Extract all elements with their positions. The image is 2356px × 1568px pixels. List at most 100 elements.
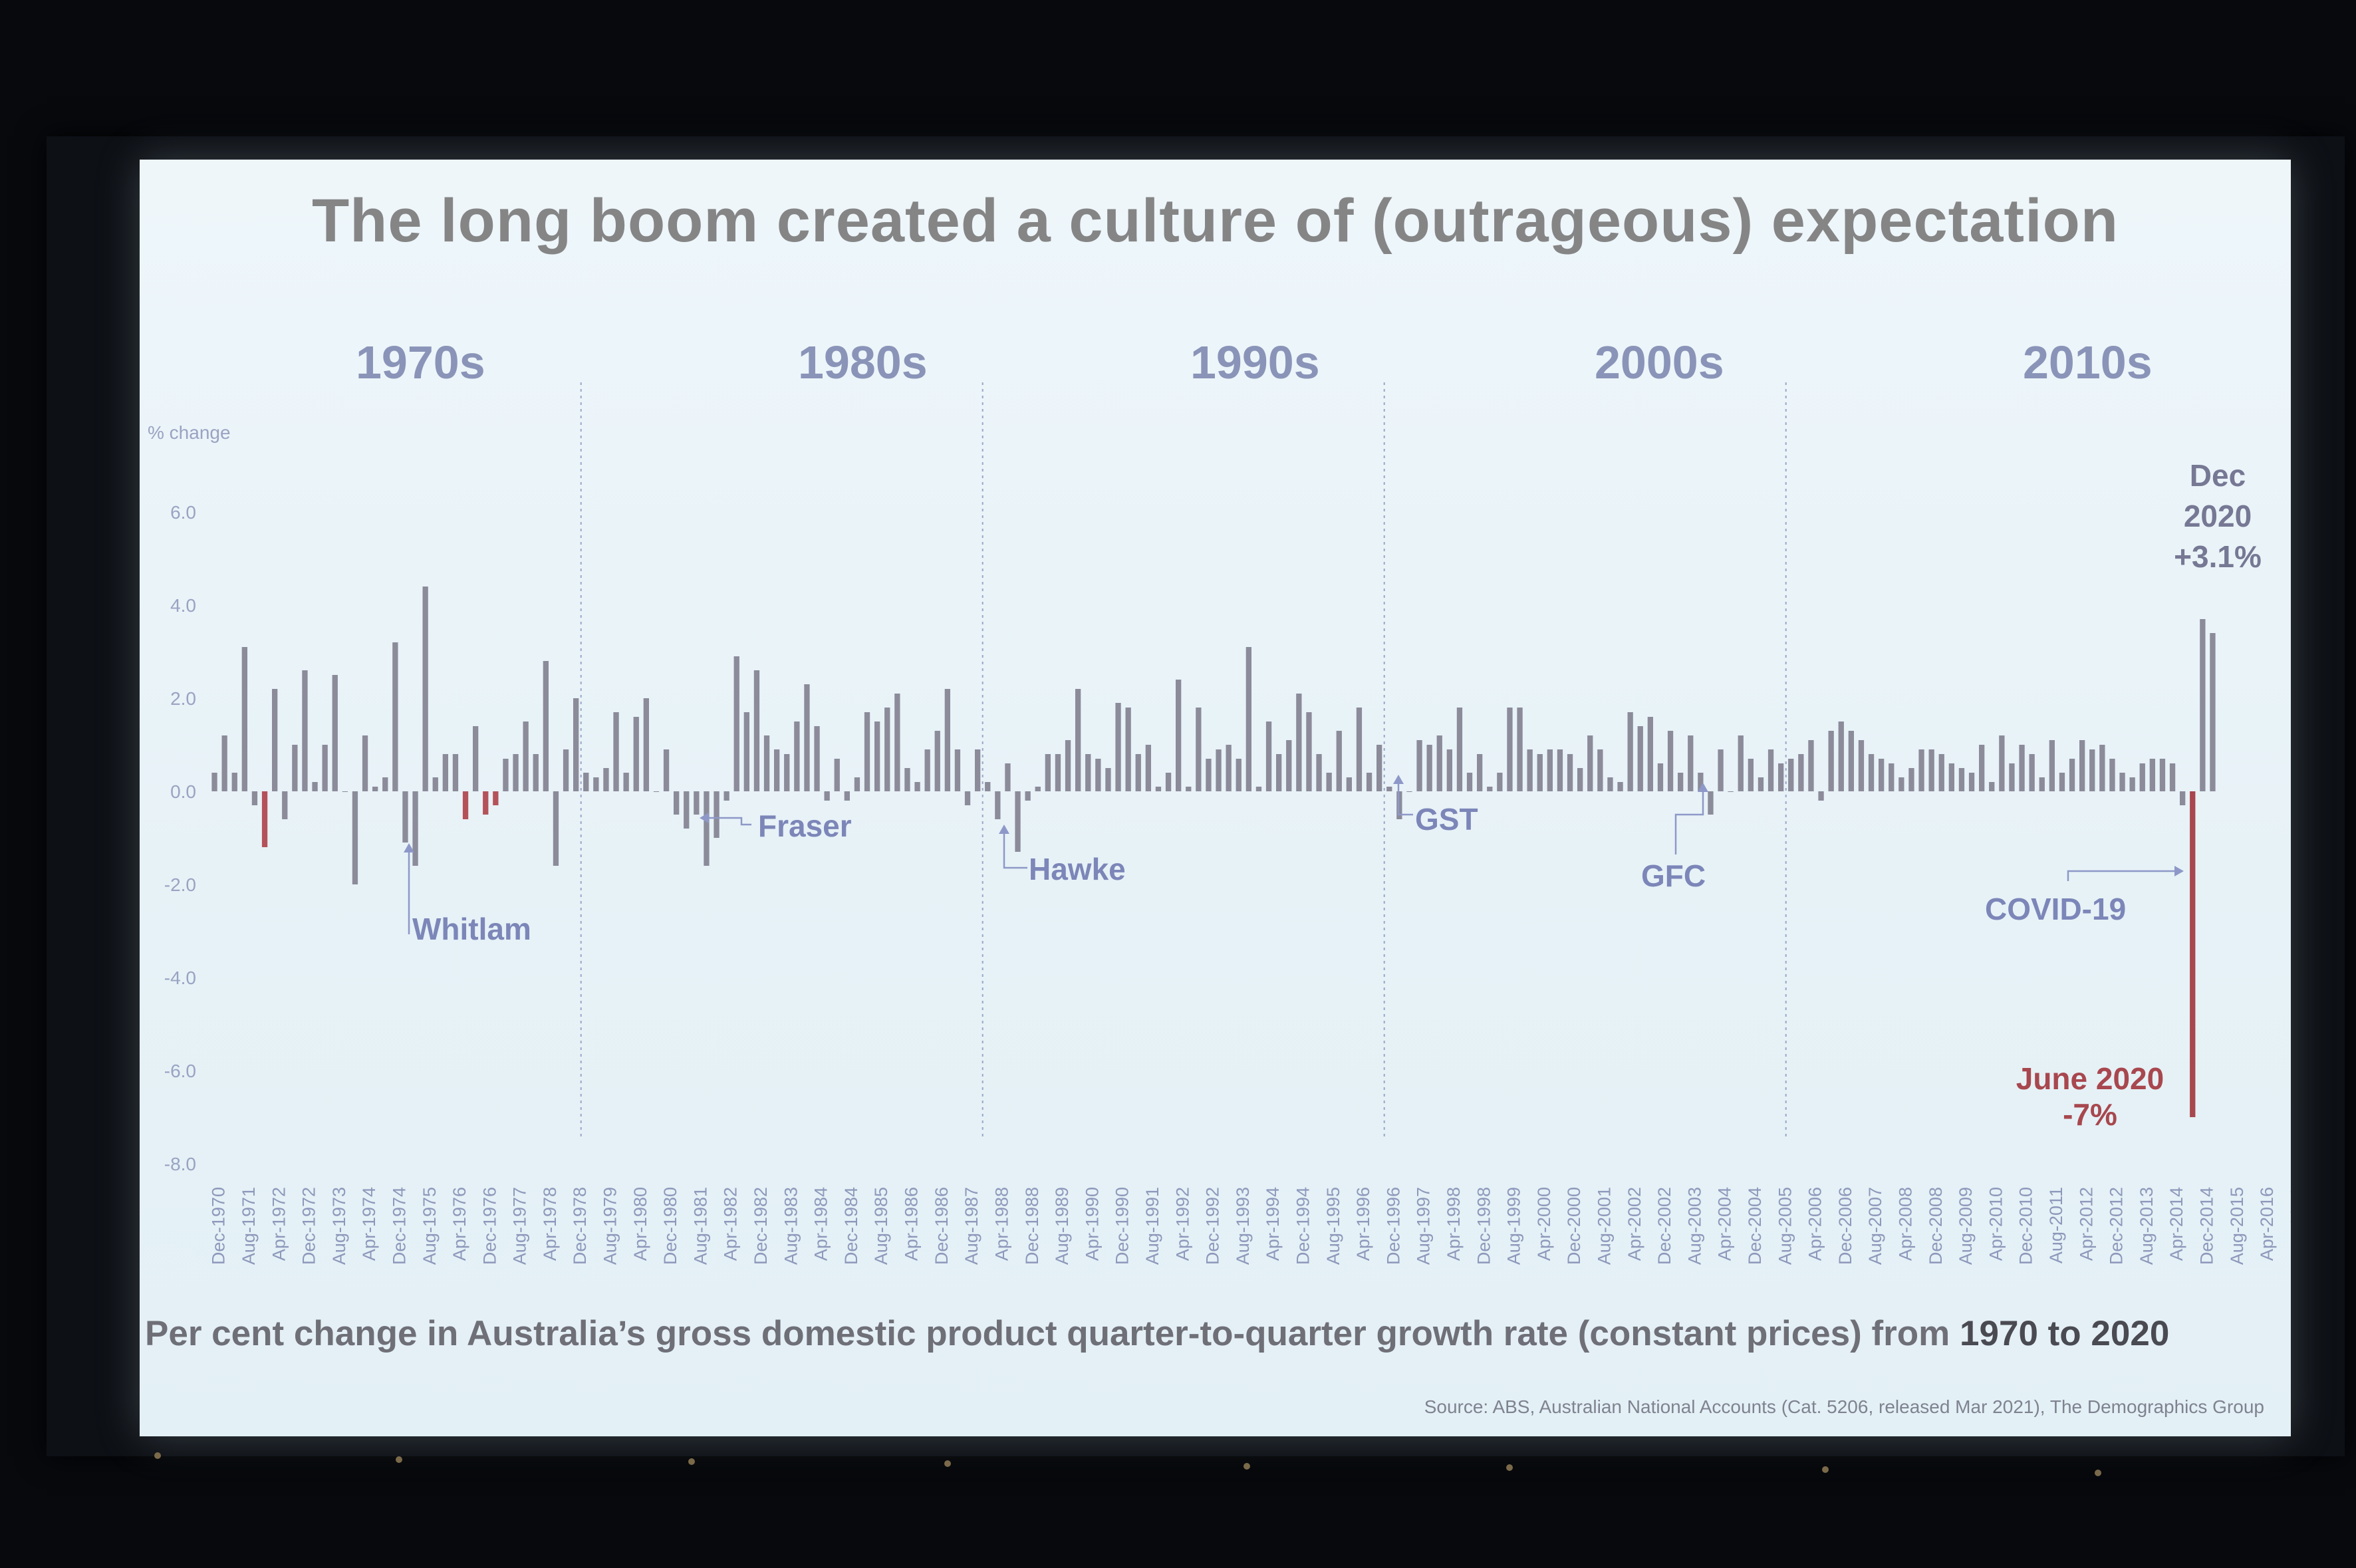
pointer-gfc-arrowhead <box>1698 783 1708 792</box>
pointer-gst <box>1397 781 1413 816</box>
bar-quarter-84 <box>1055 754 1061 791</box>
bar-quarter-127 <box>1487 787 1493 791</box>
bar-quarter-26 <box>473 726 479 791</box>
bar-quarter-182 <box>2039 777 2045 791</box>
x-tick-label: Aug-2009 <box>1956 1187 1976 1265</box>
bar-quarter-62 <box>834 759 840 791</box>
bar-quarter-11 <box>322 745 328 791</box>
bar-quarter-102 <box>1236 759 1242 791</box>
bar-quarter-184 <box>2059 773 2065 791</box>
annotation-june-2020-value: -7% <box>2063 1097 2117 1132</box>
bar-quarter-73 <box>944 689 950 791</box>
bar-quarter-131 <box>1527 749 1533 791</box>
bar-quarter-130 <box>1517 708 1523 791</box>
x-tick-label: Dec-2008 <box>1926 1187 1946 1265</box>
bar-quarter-174 <box>1958 768 1965 791</box>
x-tick-label: Dec-1978 <box>570 1187 590 1265</box>
bar-quarter-118 <box>1396 791 1402 819</box>
bar-quarter-41 <box>623 773 629 791</box>
bar-quarter-22 <box>432 777 438 791</box>
bar-quarter-25 <box>462 791 469 819</box>
bar-quarter-164 <box>1858 740 1865 791</box>
x-tick-label: Aug-1987 <box>962 1187 982 1265</box>
bar-quarter-18 <box>392 642 398 791</box>
x-tick-label: Aug-2005 <box>1775 1187 1795 1265</box>
x-tick-label: Apr-1980 <box>630 1187 650 1261</box>
bar-quarter-114 <box>1356 708 1363 791</box>
bar-quarter-140 <box>1617 782 1623 791</box>
y-tick-label: 4.0 <box>170 595 196 616</box>
bar-quarter-72 <box>934 731 940 791</box>
bar-quarter-143 <box>1647 717 1653 791</box>
bar-quarter-162 <box>1838 721 1844 791</box>
bar-quarter-69 <box>904 768 910 791</box>
bar-quarter-89 <box>1105 768 1111 791</box>
y-tick-label: 2.0 <box>170 688 196 709</box>
chart-subtitle: Per cent change in Australia’s gross dom… <box>145 1313 2169 1354</box>
bar-quarter-196 <box>2180 791 2186 805</box>
bar-quarter-77 <box>985 782 991 791</box>
bar-quarter-157 <box>1788 759 1794 791</box>
bar-quarter-60 <box>814 726 820 791</box>
bar-quarter-159 <box>1808 740 1814 791</box>
bar-quarter-30 <box>513 754 519 791</box>
decade-label-1990s: 1990s <box>1190 336 1320 388</box>
bar-quarter-86 <box>1075 689 1081 791</box>
annotation-dec-2020: Dec 2020 +3.1% <box>2148 456 2288 577</box>
bar-quarter-49 <box>704 791 710 866</box>
x-tick-label: Apr-1984 <box>811 1187 831 1261</box>
y-axis-label: % change <box>148 422 231 443</box>
x-tick-label: Dec-1982 <box>751 1187 771 1265</box>
bar-quarter-37 <box>583 773 589 791</box>
bar-quarter-94 <box>1155 787 1162 791</box>
x-tick-label: Dec-1990 <box>1113 1187 1132 1265</box>
x-tick-label: Dec-2014 <box>2197 1187 2217 1265</box>
bar-quarter-28 <box>493 791 499 805</box>
bar-quarter-63 <box>844 791 850 801</box>
pointer-covid-arrowhead <box>2174 866 2184 876</box>
frame-rivet <box>154 1452 161 1459</box>
bar-quarter-156 <box>1778 763 1784 791</box>
bar-quarter-78 <box>995 791 1001 819</box>
bar-quarter-149 <box>1708 791 1714 815</box>
pointer-hawke <box>1003 831 1027 869</box>
bar-quarter-105 <box>1265 721 1272 791</box>
bar-quarter-58 <box>794 721 800 791</box>
bar-quarter-68 <box>894 694 900 791</box>
x-tick-label: Aug-1973 <box>329 1187 349 1265</box>
bar-quarter-123 <box>1446 749 1452 791</box>
annotation-dec-2020-year: 2020 <box>2183 499 2252 533</box>
annotation-june-2020-date: June 2020 <box>2016 1061 2164 1096</box>
x-tick-label: Dec-1994 <box>1293 1187 1313 1265</box>
x-tick-label: Apr-1982 <box>721 1187 741 1261</box>
bar-quarter-181 <box>2029 754 2035 791</box>
bar-quarter-92 <box>1135 754 1141 791</box>
bar-quarter-144 <box>1657 763 1664 791</box>
x-tick-label: Apr-1972 <box>269 1187 289 1261</box>
bar-quarter-27 <box>483 791 489 815</box>
x-tick-label: Dec-1996 <box>1383 1187 1403 1265</box>
x-tick-label: Dec-2010 <box>2016 1187 2036 1265</box>
bar-quarter-2 <box>231 773 237 791</box>
bar-quarter-126 <box>1477 754 1483 791</box>
bar-quarter-39 <box>603 768 609 791</box>
bar-quarter-173 <box>1948 763 1954 791</box>
x-tick-label: Aug-2003 <box>1684 1187 1704 1265</box>
bar-quarter-3 <box>241 647 247 791</box>
x-tick-label: Apr-2004 <box>1715 1187 1735 1261</box>
bar-quarter-129 <box>1507 708 1513 791</box>
bar-quarter-47 <box>684 791 690 829</box>
bar-quarter-117 <box>1386 787 1392 791</box>
bar-quarter-14 <box>352 791 358 884</box>
x-tick-label: Aug-1981 <box>690 1187 710 1265</box>
x-tick-label: Dec-2000 <box>1564 1187 1584 1265</box>
x-tick-label: Aug-1999 <box>1504 1187 1524 1265</box>
pointer-fraser <box>705 817 751 826</box>
y-tick-label: 6.0 <box>170 502 196 523</box>
bar-quarter-178 <box>1999 735 2005 791</box>
bar-quarter-187 <box>2089 749 2095 791</box>
x-tick-label: Apr-2016 <box>2257 1187 2277 1261</box>
x-tick-label: Apr-1994 <box>1263 1187 1283 1261</box>
x-tick-label: Apr-2006 <box>1805 1187 1825 1261</box>
bar-quarter-64 <box>854 777 860 791</box>
